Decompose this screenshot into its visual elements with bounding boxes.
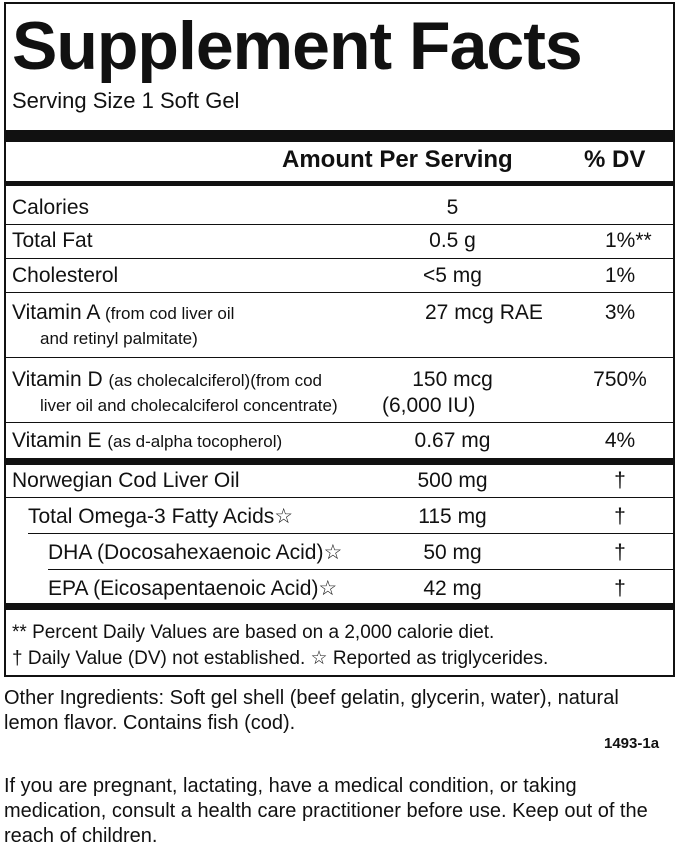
warning-text: If you are pregnant, lactating, have a m… (4, 775, 648, 847)
nutrient-name: Norwegian Cod Liver Oil (12, 469, 240, 492)
nutrient-amount: 50 mg (423, 541, 482, 564)
nutrient-name: DHA (Docosahexaenoic Acid)☆ (48, 541, 343, 564)
divider-thick (4, 603, 675, 610)
nutrient-name: Cholesterol (12, 264, 119, 287)
serving-size: Serving Size 1 Soft Gel (12, 88, 240, 113)
nutrient-note: (from cod liver oil (105, 304, 235, 323)
amount-header: Amount Per Serving (282, 146, 513, 173)
nutrient-amount: 115 mg (418, 505, 487, 528)
row-divider (28, 533, 675, 534)
nutrient-name: Vitamin A (from cod liver oil (12, 301, 235, 324)
footnote-not-established: † Daily Value (DV) not established. ☆ Re… (12, 648, 549, 669)
nutrient-dv: † (614, 541, 626, 564)
row-divider (4, 292, 675, 293)
product-code: 1493-1a (604, 735, 660, 752)
supplement-facts-panel (4, 2, 675, 677)
nutrient-amount: 0.5 g (429, 229, 476, 252)
nutrient-dv: † (614, 505, 626, 528)
row-divider (4, 224, 675, 225)
row-divider (4, 258, 675, 259)
row-divider (4, 422, 675, 423)
nutrient-dv: 750% (593, 368, 647, 391)
other-ingredients: Other Ingredients: Soft gel shell (beef … (4, 687, 619, 734)
nutrient-amount: 27 mcg RAE (425, 301, 543, 324)
nutrient-amount: 500 mg (417, 469, 488, 492)
nutrient-note: (as d-alpha tocopherol) (107, 432, 283, 451)
nutrient-dv: 3% (604, 301, 636, 324)
nutrient-dv: 1%** (605, 229, 652, 252)
divider-medium (4, 181, 675, 186)
nutrient-note-line2: and retinyl palmitate) (40, 329, 198, 348)
row-divider (4, 357, 675, 358)
dv-header: % DV (584, 146, 646, 173)
nutrient-note-line2: liver oil and cholecalciferol concentrat… (40, 396, 338, 415)
row-divider (48, 569, 675, 570)
nutrient-amount: 150 mcg (412, 368, 493, 391)
footnote-dv: ** Percent Daily Values are based on a 2… (12, 622, 495, 643)
nutrient-amount-line2: (6,000 IU) (382, 394, 476, 417)
divider-thick (4, 130, 675, 142)
nutrient-name: Total Fat (12, 229, 93, 252)
nutrient-dv: † (614, 577, 626, 600)
nutrient-dv: 4% (604, 429, 636, 452)
nutrient-dv: 1% (604, 264, 636, 287)
nutrient-name: Calories (12, 196, 90, 219)
divider-thick (4, 458, 675, 465)
nutrient-name: Total Omega-3 Fatty Acids☆ (28, 505, 294, 528)
nutrient-name: Vitamin D (as cholecalciferol)(from cod (12, 368, 323, 391)
nutrient-amount: 0.67 mg (414, 429, 491, 452)
nutrient-dv: † (614, 469, 626, 492)
nutrient-note: (as cholecalciferol)(from cod (108, 371, 323, 390)
row-divider (4, 497, 675, 498)
nutrient-amount: 42 mg (423, 577, 482, 600)
nutrient-name: Vitamin E (as d-alpha tocopherol) (12, 429, 283, 452)
nutrient-amount: 5 (446, 196, 459, 219)
nutrient-name: EPA (Eicosapentaenoic Acid)☆ (48, 577, 338, 600)
nutrient-amount: <5 mg (423, 264, 482, 287)
panel-title: Supplement Facts (12, 8, 583, 84)
